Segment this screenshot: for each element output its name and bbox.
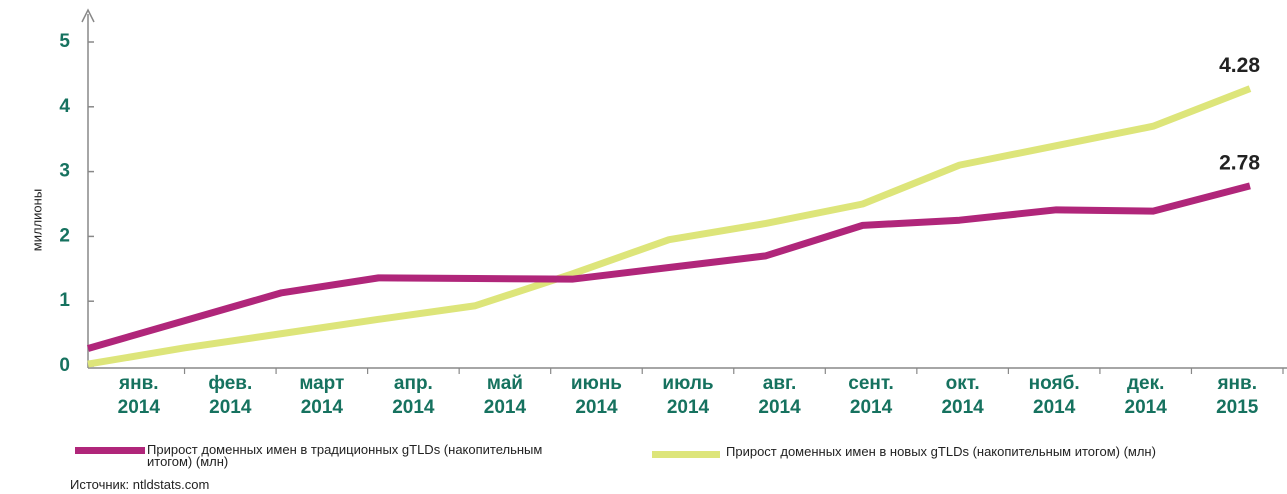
x-tick-label: апр. 2014 [392, 373, 435, 418]
y-axis-label: миллионы [29, 189, 44, 251]
x-tick-label: янв. 2014 [118, 373, 161, 418]
y-tick-label: 0 [59, 355, 70, 376]
x-tick-label: июль 2014 [662, 373, 713, 418]
x-tick-label: сент. 2014 [848, 373, 894, 418]
data-label: 4.28 [1219, 54, 1260, 77]
chart: миллионы 0 1 2 3 4 5 янв. 2014 фев. 2014 март 2014 а… [29, 8, 1287, 418]
x-tick-label: июнь 2014 [571, 373, 622, 418]
y-tick-label: 5 [59, 31, 70, 52]
y-tick-label: 4 [59, 96, 70, 117]
data-label: 2.78 [1219, 151, 1260, 174]
x-tick-label: май 2014 [484, 373, 527, 418]
legend-label: Прирост доменных имен в новых gTLDs (нак… [726, 444, 1156, 459]
line-series [87, 85, 1252, 368]
line-series [87, 182, 1251, 352]
x-tick-label: март 2014 [299, 373, 344, 418]
x-tick-label: авг. 2014 [758, 373, 801, 418]
legend-swatch [75, 447, 145, 454]
y-axis-arrow [81, 8, 95, 23]
legend-label: Прирост доменных имен в традиционных gTL… [147, 442, 543, 469]
y-tick-label: 3 [59, 161, 70, 182]
source: Источник: ntldstats.com [70, 477, 210, 492]
y-tick-label: 1 [59, 290, 70, 311]
x-tick-label: окт. 2014 [941, 373, 984, 418]
x-tick-label: янв. 2015 [1216, 373, 1259, 418]
x-tick-label: фев. 2014 [208, 373, 252, 418]
x-tick-label: нояб. 2014 [1029, 373, 1080, 418]
legend-swatch [652, 451, 720, 458]
y-tick-label: 2 [59, 225, 70, 246]
x-tick-label: дек. 2014 [1125, 373, 1168, 418]
